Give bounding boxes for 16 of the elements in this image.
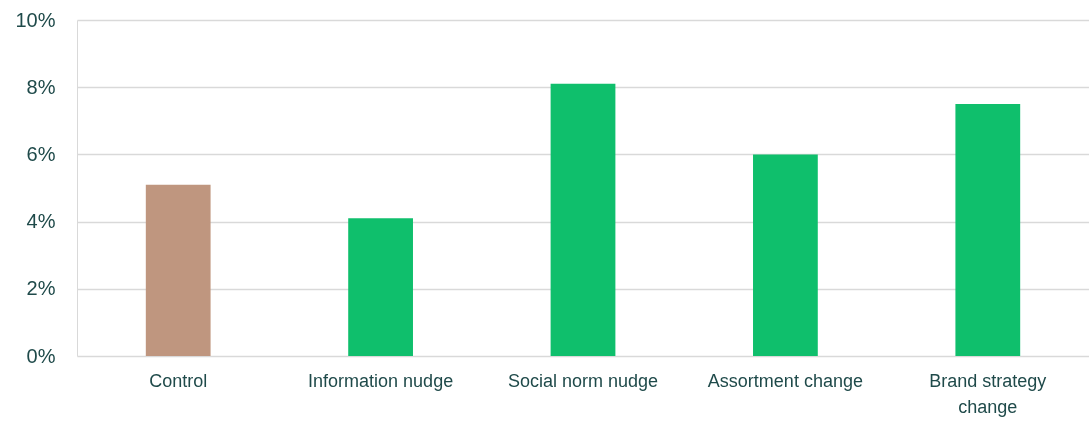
- y-tick-label: 4%: [26, 210, 56, 233]
- bar: [955, 104, 1021, 356]
- bar: [550, 83, 616, 356]
- bar: [753, 154, 818, 356]
- x-tick-label: Brand strategy change: [929, 370, 1047, 417]
- y-tick-label: 10%: [15, 8, 56, 31]
- y-tick-label: 0%: [26, 344, 56, 367]
- bar: [145, 184, 211, 356]
- y-tick-label: 2%: [26, 277, 56, 300]
- bar: [348, 218, 413, 356]
- x-tick-label: Assortment change: [707, 370, 863, 391]
- x-tick-label: Control: [149, 370, 208, 391]
- x-tick-label: Social norm nudge: [507, 370, 659, 391]
- y-tick-label: 6%: [26, 142, 56, 165]
- y-tick-label: 8%: [26, 75, 56, 98]
- x-tick-label: Information nudge: [308, 370, 454, 391]
